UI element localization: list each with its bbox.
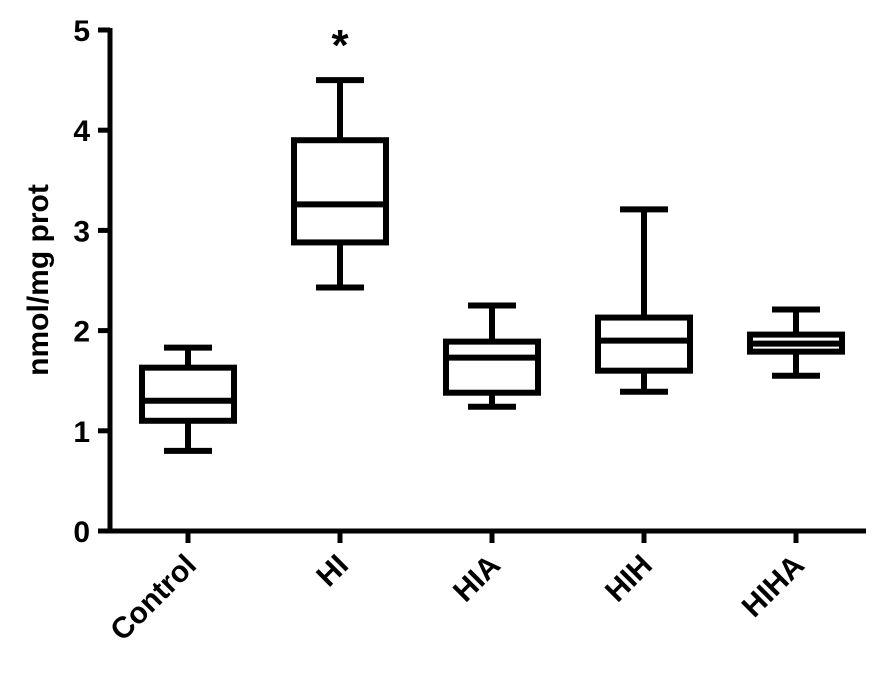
x-axis: Control HI HIA HIH HIHA (104, 528, 866, 648)
y-tick-label: 5 (73, 15, 90, 48)
significance-marker: * (331, 21, 349, 70)
y-tick-label: 1 (73, 416, 90, 449)
y-axis: 0 1 2 3 4 5 (73, 15, 113, 549)
x-tick-label: Control (104, 549, 203, 648)
iqr-box (595, 314, 693, 374)
y-tick-label: 4 (73, 115, 90, 148)
box-plot-hih (595, 206, 693, 395)
iqr-box (139, 364, 237, 424)
x-tick-label: HIH (599, 549, 659, 609)
iqr-box (443, 338, 541, 396)
box-plot-control (139, 344, 237, 454)
y-tick-label: 3 (73, 215, 90, 248)
y-tick-label: 2 (73, 316, 90, 349)
x-tick-label: HI (310, 549, 355, 594)
box-plot-hia (443, 302, 541, 410)
x-tick-label: HIA (447, 549, 507, 609)
box-plot-hi: * (291, 21, 389, 291)
iqr-box (291, 137, 389, 246)
x-tick-label: HIHA (736, 549, 811, 624)
y-tick-label: 0 (73, 516, 90, 549)
box-plot-hiha (747, 306, 845, 379)
y-axis-label: nmol/mg prot (22, 184, 55, 376)
box-series: * (139, 21, 845, 454)
